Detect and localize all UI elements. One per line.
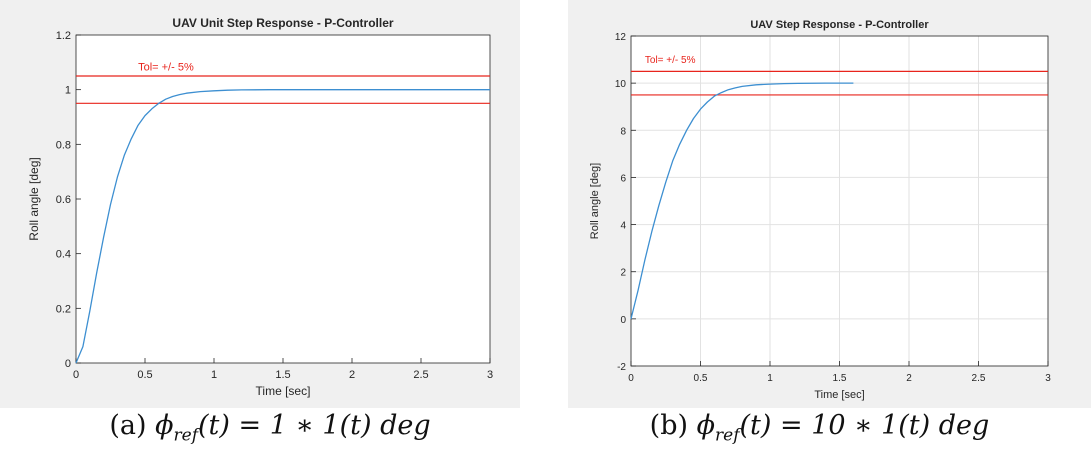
caption-a-phi: ϕ (155, 410, 174, 441)
x-tick-label: 3 (1045, 373, 1051, 384)
chart-a: 0 0.5 1 1.5 2 2.5 3 0 0.2 0.4 0.6 0.8 1 1.2 UAV Unit S… (27, 16, 493, 398)
caption-b-prefix: (b) (649, 410, 697, 441)
caption-b-sub: ref (715, 425, 740, 446)
chart-title: UAV Unit Step Response - P-Controller (172, 16, 393, 30)
y-tick-label: 0.4 (56, 249, 71, 261)
caption-b: (b) ϕref(t) = 10 ∗ 1(t) deg (548, 410, 1091, 448)
y-tick-label: 1.2 (56, 30, 71, 42)
y-tick-label: 0.2 (56, 303, 71, 315)
y-axis-label: Roll angle [deg] (589, 163, 601, 239)
caption-a-prefix: (a) (109, 410, 156, 441)
caption-b-rest: (t) = 10 ∗ 1(t) deg (739, 410, 990, 441)
y-axis-label: Roll angle [deg] (27, 157, 41, 240)
x-tick-label: 1 (767, 373, 773, 384)
chart-panel-b: 0 0.5 1 1.5 2 2.5 3 -2 0 2 4 6 8 10 12 UAV Step Respons… (568, 0, 1091, 408)
y-tick-label: 0 (65, 358, 71, 370)
y-tick-label: 4 (620, 221, 626, 232)
x-tick-label: 3 (487, 369, 493, 381)
y-tick-label: 6 (620, 173, 626, 184)
y-tick-label: 0 (620, 315, 626, 326)
caption-a-sub: ref (173, 425, 198, 446)
x-tick-label: 1.5 (275, 369, 290, 381)
y-tick-label: 1 (65, 85, 71, 97)
chart-panel-a: 0 0.5 1 1.5 2 2.5 3 0 0.2 0.4 0.6 0.8 1 1.2 UAV Unit S… (0, 0, 520, 408)
plot-area (76, 35, 490, 363)
caption-a-rest: (t) = 1 ∗ 1(t) deg (198, 410, 431, 441)
y-tick-label: 8 (620, 126, 626, 137)
x-tick-label: 1 (211, 369, 217, 381)
x-tick-label: 2.5 (972, 373, 986, 384)
response-line (75, 89, 490, 364)
x-axis-label: Time [sec] (256, 384, 311, 398)
y-tick-label: 2 (620, 268, 626, 279)
x-tick-label: 2 (349, 369, 355, 381)
tolerance-annotation: Tol= +/- 5% (645, 55, 696, 66)
y-tick-label: 0.8 (56, 139, 71, 151)
caption-a: (a) ϕref(t) = 1 ∗ 1(t) deg (0, 410, 540, 448)
x-tick-label: 2 (906, 373, 912, 384)
x-tick-label: 2.5 (413, 369, 428, 381)
y-tick-label: -2 (617, 362, 626, 373)
x-tick-label: 0 (628, 373, 634, 384)
y-tick-label: 10 (615, 79, 627, 90)
x-tick-label: 0 (73, 369, 79, 381)
y-tick-label: 0.6 (56, 194, 71, 206)
x-axis-label: Time [sec] (814, 389, 864, 401)
x-tick-label: 0.5 (694, 373, 708, 384)
response-line (630, 82, 854, 320)
tolerance-annotation: Tol= +/- 5% (138, 62, 194, 74)
x-tick-label: 0.5 (137, 369, 152, 381)
caption-b-phi: ϕ (696, 410, 716, 441)
chart-title: UAV Step Response - P-Controller (750, 19, 929, 31)
x-tick-label: 1.5 (833, 373, 847, 384)
y-tick-label: 12 (615, 32, 627, 43)
